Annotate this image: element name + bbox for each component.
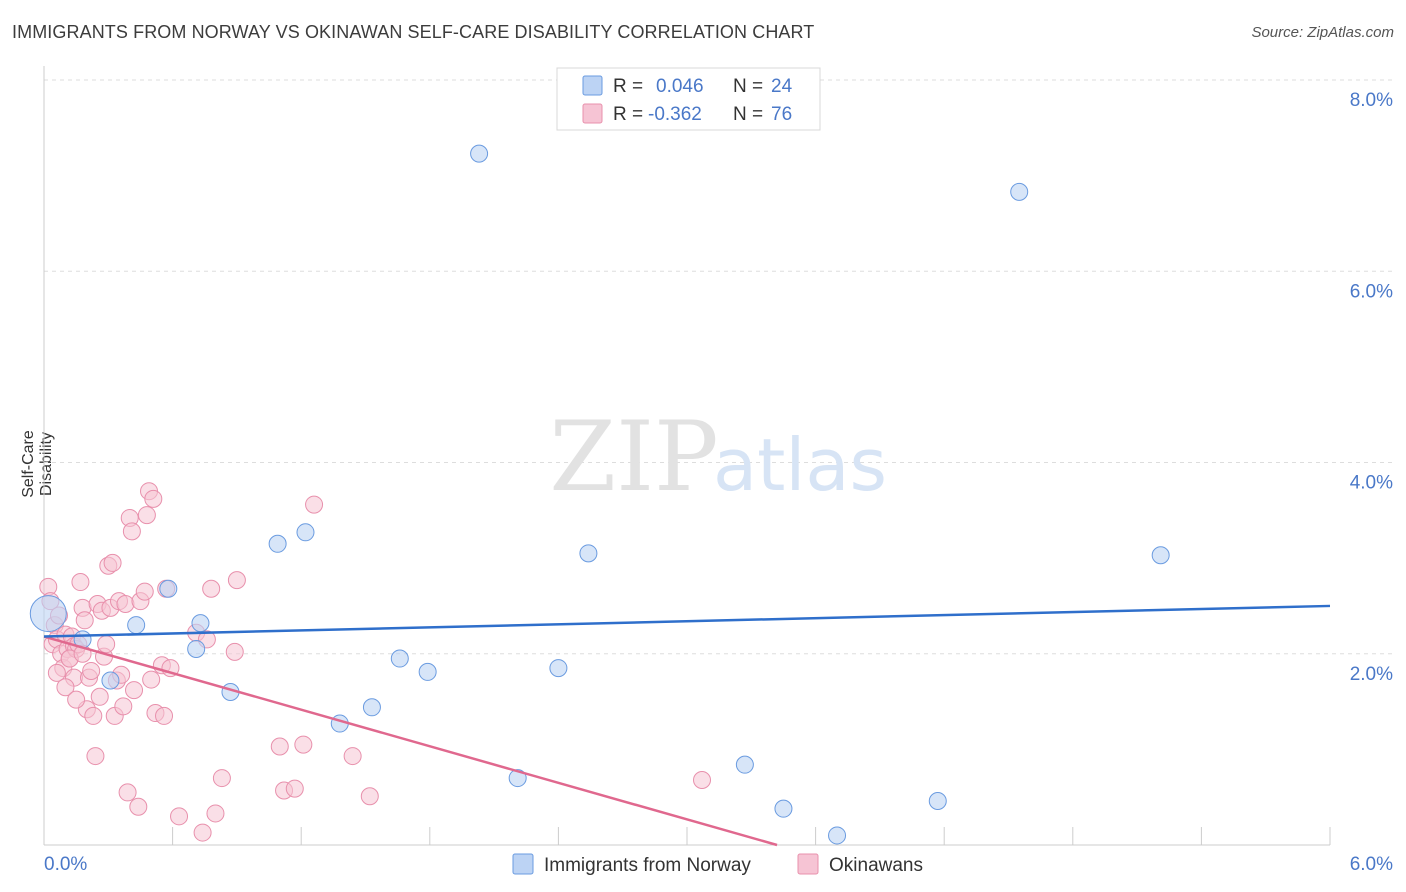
okinawa-point-57 <box>202 579 221 598</box>
norway-point-20 <box>828 826 847 845</box>
norway-point-12 <box>390 649 409 668</box>
okinawa-point-70 <box>47 663 66 682</box>
okinawa-point-47 <box>144 489 163 508</box>
okinawa-point-67 <box>343 747 362 766</box>
norway-point-2 <box>101 671 120 690</box>
okinawa-point-22 <box>86 747 105 766</box>
okinawa-point-36 <box>116 595 135 614</box>
norway-point-14 <box>470 144 489 163</box>
okinawa-point-55 <box>193 823 212 842</box>
okinawa-point-46 <box>142 670 161 689</box>
okinawa-point-69 <box>693 770 712 789</box>
legend-okinawa-r-label: R = <box>613 104 643 125</box>
y-tick-label-0: 2.0% <box>1350 664 1393 685</box>
legend-norway-r-label: R = <box>613 76 643 97</box>
chart-title: IMMIGRANTS FROM NORWAY VS OKINAWAN SELF-… <box>12 22 815 42</box>
bottom-legend-norway-label: Immigrants from Norway <box>544 855 751 876</box>
okinawa-point-58 <box>206 804 225 823</box>
okinawa-point-60 <box>225 642 244 661</box>
okinawa-point-35 <box>114 697 133 716</box>
trend-lines <box>43 604 1331 847</box>
legend-okinawa-swatch <box>582 103 603 124</box>
norway-point-4 <box>159 579 178 598</box>
okinawa-point-66 <box>305 495 324 514</box>
norway-point-13 <box>418 662 437 681</box>
legend-okinawa-r-value: -0.362 <box>648 104 702 125</box>
watermark: ZIP atlas <box>549 401 887 513</box>
y-tick-label-2: 6.0% <box>1350 281 1393 302</box>
bottom-legend-okinawa-label: Okinawans <box>829 855 923 876</box>
norway-point-17 <box>579 544 598 563</box>
legend-norway-n-label: N = <box>733 76 763 97</box>
okinawa-point-62 <box>270 737 289 756</box>
series-okinawans <box>39 482 712 842</box>
norway-point-18 <box>735 755 754 774</box>
norway-point-9 <box>296 523 315 542</box>
okinawa-trend-line <box>43 635 778 847</box>
okinawa-point-27 <box>97 635 116 654</box>
legend-norway-n-value: 24 <box>771 76 793 97</box>
norway-point-19 <box>774 799 793 818</box>
okinawa-point-72 <box>56 678 75 697</box>
okinawa-point-59 <box>212 769 231 788</box>
y-tick-label-1: 4.0% <box>1350 473 1393 494</box>
okinawa-point-30 <box>103 553 122 572</box>
norway-point-21 <box>928 792 947 811</box>
y-tick-labels: 2.0% 4.0% 6.0% 8.0% <box>1350 90 1393 685</box>
norway-point-8 <box>268 534 287 553</box>
norway-trend-line <box>43 604 1331 638</box>
legend-okinawa-n-value: 76 <box>771 104 792 125</box>
legend-okinawa-n-label: N = <box>733 104 763 125</box>
okinawa-point-50 <box>155 706 174 725</box>
norway-point-22 <box>1010 182 1029 201</box>
norway-point-6 <box>191 614 210 633</box>
watermark-atlas: atlas <box>713 423 887 507</box>
legend-norway-r-value: 0.046 <box>656 76 704 97</box>
okinawa-point-61 <box>227 571 246 590</box>
okinawa-point-74 <box>67 690 86 709</box>
okinawa-point-17 <box>75 611 94 630</box>
norway-point-23 <box>1151 546 1170 565</box>
norway-point-11 <box>362 698 381 717</box>
norway-point-16 <box>549 659 568 678</box>
okinawa-point-24 <box>90 687 109 706</box>
x-tick-labels: 0.0% 6.0% <box>44 854 1393 875</box>
y-tick-label-3: 8.0% <box>1350 90 1393 111</box>
watermark-zip: ZIP <box>549 401 718 513</box>
norway-point-5 <box>187 639 206 658</box>
okinawa-point-39 <box>122 522 141 541</box>
norway-point-3 <box>127 616 146 635</box>
okinawa-point-64 <box>285 779 304 798</box>
okinawa-point-65 <box>294 735 313 754</box>
norway-point-15 <box>508 769 527 788</box>
legend-norway-swatch <box>582 75 603 96</box>
okinawa-point-15 <box>71 573 90 592</box>
x-tick-label-0: 0.0% <box>44 854 87 875</box>
top-legend: R = 0.046 N = 24 R = -0.362 N = 76 <box>556 67 821 131</box>
series-norway <box>29 144 1170 845</box>
okinawa-point-43 <box>135 582 154 601</box>
okinawa-point-37 <box>118 783 137 802</box>
norway-point-0 <box>29 595 67 633</box>
okinawa-point-41 <box>129 797 148 816</box>
bottom-legend-norway-swatch <box>512 853 534 875</box>
okinawa-point-53 <box>170 807 189 826</box>
x-ticks <box>43 827 1331 845</box>
bottom-legend: Immigrants from Norway Okinawans <box>512 853 923 876</box>
okinawa-point-21 <box>84 706 103 725</box>
okinawa-point-68 <box>360 787 379 806</box>
x-tick-label-1: 6.0% <box>1350 854 1393 875</box>
okinawa-point-44 <box>137 506 156 525</box>
okinawa-point-20 <box>82 661 101 680</box>
bottom-legend-okinawa-swatch <box>797 853 819 875</box>
okinawa-point-40 <box>125 681 144 700</box>
source-credit: Source: ZipAtlas.com <box>1251 24 1394 41</box>
